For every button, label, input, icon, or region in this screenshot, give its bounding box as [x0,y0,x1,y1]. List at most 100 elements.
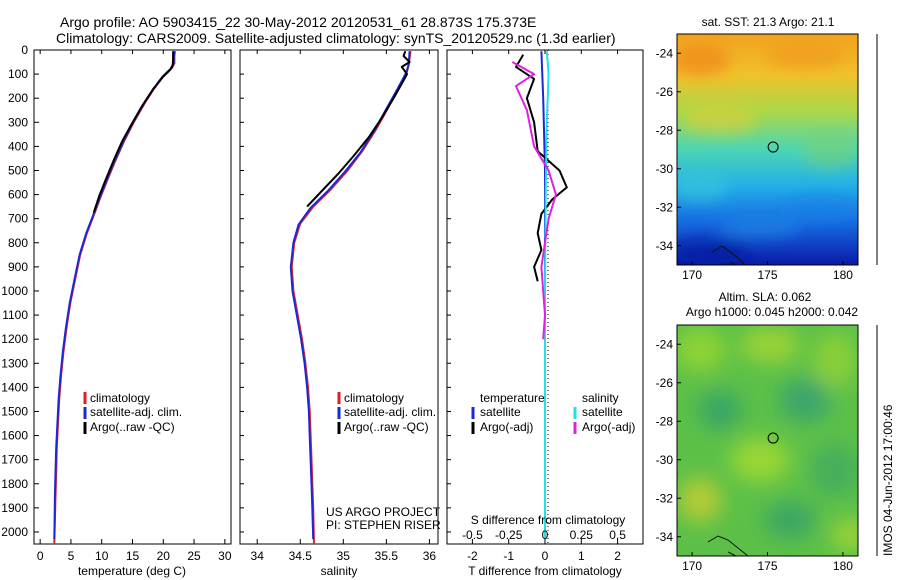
depth-tick-label: 1500 [1,404,28,418]
map-y-tick-label: -32 [656,200,674,214]
temperature-axis-ticks: 0 5 10 15 20 25 30 [37,50,232,563]
map-x-tick-label: 170 [682,559,702,573]
depth-tick-label: 900 [8,260,28,274]
depth-tick-label: 1000 [1,284,28,298]
series-line-salinity-argo-adj [511,61,557,340]
map-x-tick-label: 180 [833,559,853,573]
sla-map [677,325,858,556]
series-line-climatology [53,51,176,545]
figure-title: Argo profile: AO 5903415_22 30-May-2012 … [60,14,536,30]
depth-tick-label: 600 [8,188,28,202]
map-y-tick-label: -28 [656,414,674,428]
project-credit-line2: PI: STEPHEN RISER [326,518,441,532]
depth-tick-label: 100 [8,67,28,81]
series-line-argo-raw-qc [306,50,411,208]
map-x-tick-label: 175 [757,268,777,282]
sla-coastline [707,535,749,556]
salinity-difference-tick-label: -0.25 [495,528,523,542]
sst-map [677,34,858,265]
series-line-salinity-satellite [544,51,550,540]
imos-timestamp: IMOS 04-Jun-2012 17:00:46 [881,404,895,556]
difference-axis-ticks: -2 -1 0 1 2 [467,50,621,563]
salinity-panel-frame [239,49,439,545]
sst-profile-marker [767,141,779,153]
map-y-tick-label: -34 [656,530,674,544]
sla-texture [677,327,858,551]
x-tick-label: 30 [218,549,232,563]
depth-tick-label: 2000 [1,525,28,539]
figure-subtitle: Climatology: CARS2009. Satellite-adjuste… [56,30,616,46]
depth-tick-label: 300 [8,115,28,129]
map-y-tick-label: -30 [656,162,674,176]
x-tick-label: 10 [95,549,109,563]
sst-coastline [711,245,746,265]
temperature-series [53,51,176,545]
map-y-tick-label: -26 [656,376,674,390]
map-x-tick-label: 175 [757,559,777,573]
x-tick-label: 34.5 [289,549,313,563]
salinity-axis-label: salinity [321,564,358,578]
legend-label-satellite: satellite-adj. clim. [90,405,182,419]
map-y-tick-label: -30 [656,453,674,467]
x-tick-label: 1 [578,549,585,563]
salinity-difference-ticks: -0.5 -0.25 0 0.25 0.5 [462,528,626,542]
map-y-tick-label: -32 [656,491,674,505]
depth-axis-ticks: 0 100 200 300 400 500 600 700 800 900 1000 1100 1200… [1,43,451,539]
depth-tick-label: 200 [8,91,28,105]
map-y-tick-label: -34 [656,239,674,253]
x-tick-label: 15 [126,549,140,563]
sla-profile-marker [767,432,779,444]
x-tick-label: 35.5 [375,549,399,563]
x-tick-label: -1 [503,549,514,563]
difference-series [511,51,568,540]
x-tick-label: 0 [542,549,549,563]
salinity-legend: climatology satellite-adj. clim. Argo(..… [337,391,436,434]
depth-tick-label: 800 [8,236,28,250]
sst-map-ticks: 170 175 180 -24 -26 -28 -30 -32 -34 [656,46,854,282]
depth-tick-label: 1200 [1,332,28,346]
sst-map-title: sat. SST: 21.3 Argo: 21.1 [702,15,835,29]
series-line-satellite-adj-clim [289,51,411,540]
legend-label-argo: Argo(..raw -QC) [344,420,429,434]
x-tick-label: 35 [337,549,351,563]
sla-map-subtitle: Argo h1000: 0.045 h2000: 0.042 [686,305,858,319]
legend-title-salinity: salinity [582,391,619,405]
map-x-tick-label: 180 [833,268,853,282]
legend-label-climatology: climatology [344,391,404,405]
salinity-axis-ticks: 34 34.5 35 35.5 36 [251,50,437,563]
depth-tick-label: 400 [8,139,28,153]
salinity-difference-tick-label: -0.5 [462,528,483,542]
map-y-tick-label: -24 [656,46,674,60]
depth-tick-label: 1100 [2,308,28,322]
legend-label-argo: Argo(..raw -QC) [90,420,175,434]
depth-tick-label: 1600 [1,429,28,443]
depth-tick-label: 1800 [1,477,28,491]
x-tick-label: 36 [423,549,437,563]
salinity-difference-tick-label: 0.25 [570,528,594,542]
sla-map-title: Altim. SLA: 0.062 [719,290,812,304]
depth-tick-label: 1300 [1,356,28,370]
legend-label-s-satellite: satellite [582,405,623,419]
series-line-climatology [290,51,412,545]
legend-label-t-argo: Argo(-adj) [480,420,533,434]
map-x-tick-label: 170 [682,268,702,282]
sst-texture [677,41,858,264]
map-y-tick-label: -28 [656,123,674,137]
project-credit-line1: US ARGO PROJECT [326,505,441,519]
x-tick-label: 34 [251,549,265,563]
salinity-difference-axis-label: S difference from climatology [471,513,626,527]
map-y-tick-label: -26 [656,85,674,99]
series-line-argo-raw-qc [92,51,175,214]
salinity-series [289,50,412,545]
difference-legend: temperature salinity satellite Argo(-adj… [471,391,635,434]
legend-title-temperature: temperature [480,391,545,405]
depth-tick-label: 0 [21,43,28,57]
depth-tick-label: 500 [8,163,28,177]
x-tick-label: 0 [37,549,44,563]
salinity-difference-tick-label: 0 [542,528,549,542]
depth-tick-label: 1900 [1,501,28,515]
depth-tick-label: 1400 [1,380,28,394]
series-line-temperature-argo-adj [515,54,568,282]
difference-axis-label: T difference from climatology [468,564,622,578]
x-tick-label: 20 [157,549,171,563]
